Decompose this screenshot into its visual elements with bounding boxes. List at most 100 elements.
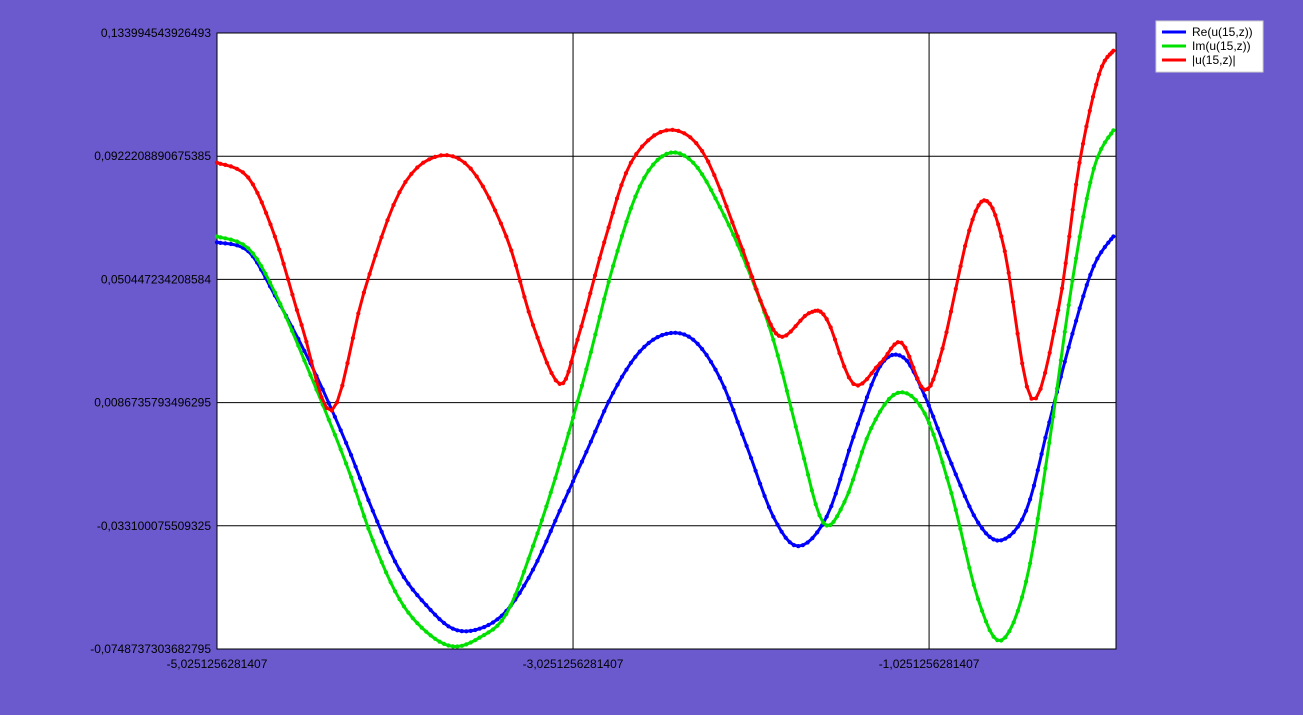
series-point	[676, 128, 681, 133]
series-point	[584, 367, 589, 372]
series-point	[664, 331, 669, 336]
series-point	[724, 204, 729, 209]
series-point	[526, 556, 531, 561]
series-point	[1047, 440, 1052, 445]
series-point	[809, 488, 815, 493]
series-point	[602, 296, 607, 302]
series-point	[1091, 263, 1096, 269]
series-point	[881, 357, 887, 362]
series-point	[1054, 386, 1060, 391]
series-point	[477, 626, 482, 631]
series-point	[406, 610, 411, 615]
series-point	[392, 559, 398, 564]
x-axis-tick-labels: -5,0251256281407 -3,0251256281407 -1,02512…	[167, 657, 980, 671]
series-point	[999, 538, 1004, 543]
series-point	[553, 476, 558, 481]
series-point	[486, 630, 491, 635]
series-point	[446, 624, 451, 629]
series-point	[349, 475, 354, 480]
y-tick-label: -0,033100075509325	[97, 519, 211, 533]
series-point	[606, 279, 611, 284]
series-point	[935, 445, 941, 450]
series-point	[1106, 240, 1111, 245]
series-point	[948, 309, 954, 314]
series-point	[535, 558, 540, 564]
series-point	[391, 202, 396, 208]
series-point	[789, 407, 794, 412]
series-point	[290, 328, 295, 334]
series-point	[462, 160, 467, 165]
series-point	[735, 242, 740, 247]
series-point	[234, 166, 240, 171]
series-point	[677, 151, 683, 156]
series-point	[717, 204, 723, 210]
series-point	[634, 151, 639, 157]
series-point	[223, 241, 228, 246]
series-point	[579, 324, 584, 329]
series-point	[903, 345, 908, 350]
series-point	[704, 352, 709, 358]
y-tick-label: 0,050447234208584	[101, 272, 211, 286]
series-point	[775, 353, 780, 358]
series-point	[893, 352, 898, 357]
series-point	[878, 361, 883, 366]
series-point	[1007, 629, 1012, 634]
series-point	[504, 611, 509, 617]
series-point	[686, 334, 691, 339]
series-point	[791, 543, 797, 548]
series-point	[637, 349, 642, 354]
series-point	[561, 381, 566, 386]
series-point	[1024, 508, 1029, 513]
series-point	[990, 206, 995, 211]
series-point	[919, 384, 924, 389]
series-point	[606, 399, 611, 404]
series-point	[362, 514, 367, 519]
series-point	[980, 526, 985, 531]
series-point	[944, 475, 950, 480]
series-point	[267, 280, 273, 285]
series-point	[428, 607, 433, 613]
series-point	[1062, 329, 1067, 334]
series-point	[735, 419, 740, 425]
series-point	[427, 157, 432, 162]
series-point	[1084, 196, 1089, 201]
series-point	[424, 629, 429, 634]
series-point	[976, 203, 981, 208]
series-point	[673, 150, 678, 155]
series-0	[214, 234, 1116, 634]
series-point	[824, 317, 829, 322]
series-point	[892, 342, 897, 347]
series-point	[944, 450, 949, 455]
series-point	[1091, 166, 1096, 171]
series-point	[228, 237, 233, 242]
series-point	[958, 264, 963, 269]
series-point	[228, 241, 233, 247]
series-point	[1020, 595, 1025, 600]
series-point	[624, 219, 629, 224]
series-point	[655, 157, 660, 162]
y-tick-label: -0,0748737303682795	[90, 642, 211, 656]
series-point	[949, 491, 954, 496]
series-point	[539, 518, 545, 523]
series-point	[344, 461, 349, 466]
series-point	[783, 535, 788, 540]
series-point	[878, 409, 883, 414]
series-point	[726, 222, 731, 228]
series-point	[987, 628, 992, 633]
series-point	[1070, 331, 1075, 336]
series-point	[409, 171, 414, 176]
series-point	[664, 151, 669, 156]
series-point	[441, 620, 447, 626]
series-point	[433, 612, 438, 617]
series-point	[535, 531, 540, 536]
series-point	[682, 332, 687, 337]
series-point	[865, 376, 870, 382]
series-point	[1011, 620, 1016, 625]
series-point	[817, 513, 822, 518]
series-point	[487, 195, 492, 200]
series-point	[1087, 108, 1092, 113]
series-point	[846, 448, 852, 453]
series-point	[228, 164, 233, 169]
series-point	[477, 635, 482, 640]
series-point	[349, 452, 354, 458]
